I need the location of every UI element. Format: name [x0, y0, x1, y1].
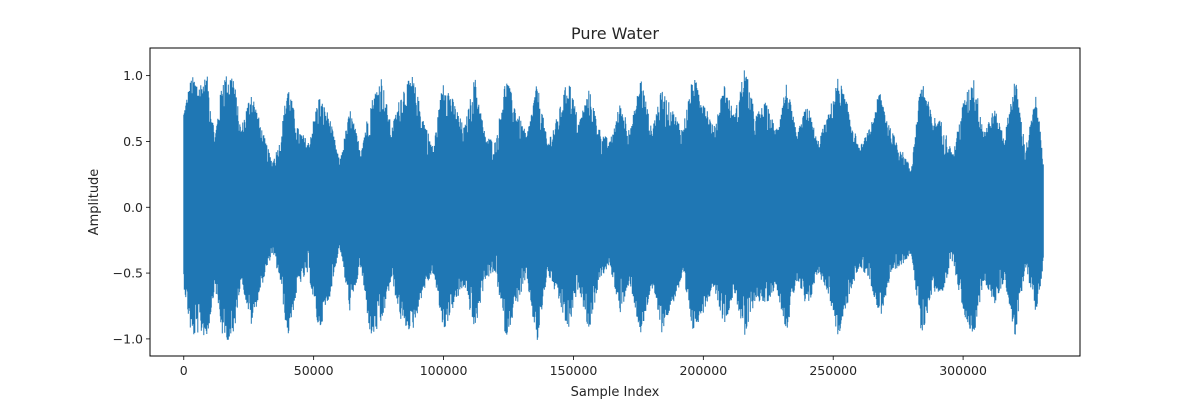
x-tick-label: 150000	[550, 363, 598, 378]
plot-area	[183, 70, 1044, 340]
x-axis: 0 50000 100000 150000 200000 250000 300000	[180, 356, 987, 378]
y-tick-label: 0.0	[123, 200, 143, 215]
y-axis: −1.0 −0.5 0.0 0.5 1.0	[113, 68, 150, 346]
chart-title: Pure Water	[571, 24, 659, 43]
y-axis-label: Amplitude	[87, 169, 102, 236]
x-tick-label: 250000	[809, 363, 857, 378]
x-tick-label: 0	[180, 363, 188, 378]
y-tick-label: −1.0	[113, 331, 143, 346]
x-axis-label: Sample Index	[571, 385, 660, 400]
y-tick-label: 0.5	[123, 134, 143, 149]
x-tick-label: 50000	[294, 363, 334, 378]
x-tick-label: 300000	[939, 363, 987, 378]
y-tick-label: 1.0	[123, 68, 143, 83]
axes-frame	[149, 47, 1081, 357]
y-tick-label: −0.5	[113, 266, 143, 281]
waveform-series-line	[183, 70, 1044, 340]
x-tick-label: 200000	[679, 363, 727, 378]
x-tick-label: 100000	[420, 363, 468, 378]
